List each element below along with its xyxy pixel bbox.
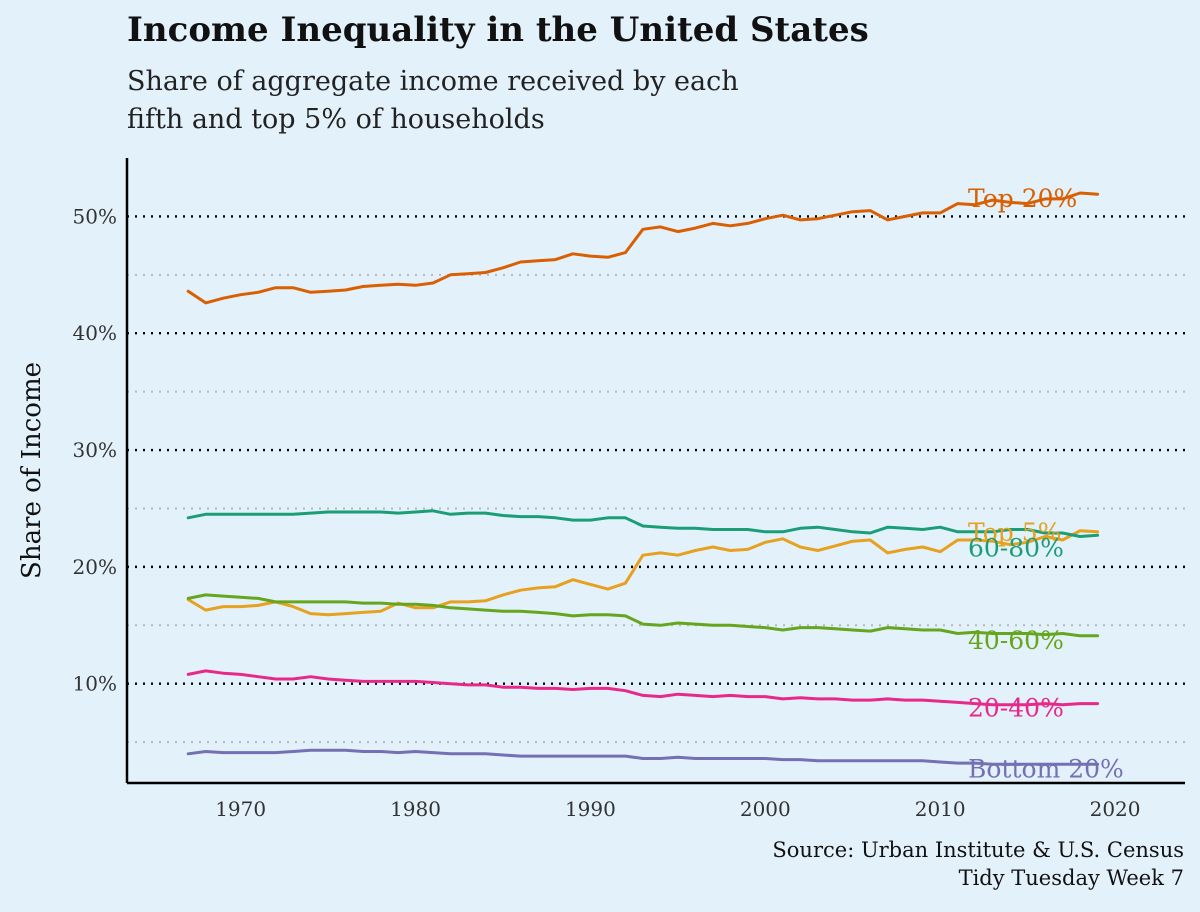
series-line-60-80pct (186, 509, 1100, 538)
x-tick-label: 1970 (215, 797, 266, 821)
series-line-20-40pct (186, 669, 1100, 707)
x-tick-label: 1990 (565, 797, 616, 821)
series-line-top-5pct (186, 529, 1100, 617)
series-labels: Top 20% Top 5%60-80% 40-60% 20-40% Bottom 20… (968, 184, 1124, 783)
y-tick-label: 40% (73, 321, 117, 345)
x-tick-label: 2010 (915, 797, 966, 821)
gridlines (127, 215, 1185, 744)
chart-subtitle-line-1: Share of aggregate income received by ea… (127, 66, 739, 97)
chart-subtitle-line-2: fifth and top 5% of households (127, 104, 545, 135)
series-lines (186, 191, 1100, 766)
series-label-40-60pct: 40-60% (968, 626, 1064, 655)
y-tick-label: 20% (73, 555, 117, 579)
y-tick-label: 50% (73, 204, 117, 228)
x-tick-label: 1980 (390, 797, 441, 821)
chart-title: Income Inequality in the United States (127, 10, 869, 50)
x-tick-labels: 1970 1980 1990 2000 2010 2020 (215, 797, 1140, 821)
series-label-top-20pct: Top 20% (968, 184, 1077, 213)
series-line-bottom-20pct (186, 748, 1100, 766)
x-tick-label: 2000 (740, 797, 791, 821)
source-caption: Source: Urban Institute & U.S. Census (772, 838, 1184, 862)
y-tick-labels: 10% 20% 30% 40% 50% (73, 204, 117, 695)
series-label-top-5pct: Top 5% (968, 518, 1061, 547)
y-tick-label: 10% (73, 672, 117, 696)
y-axis-label: Share of Income (17, 362, 47, 579)
week-caption: Tidy Tuesday Week 7 (958, 866, 1184, 890)
series-line-40-60pct (186, 593, 1100, 638)
series-label-20-40pct: 20-40% (968, 694, 1064, 723)
axes (125, 158, 1185, 785)
y-tick-label: 30% (73, 438, 117, 462)
series-label-bottom-20pct: Bottom 20% (968, 754, 1124, 783)
x-tick-label: 2020 (1090, 797, 1141, 821)
series-label-60-80pct: 60-80% (968, 533, 1064, 562)
series-line-top-20pct (186, 191, 1100, 305)
